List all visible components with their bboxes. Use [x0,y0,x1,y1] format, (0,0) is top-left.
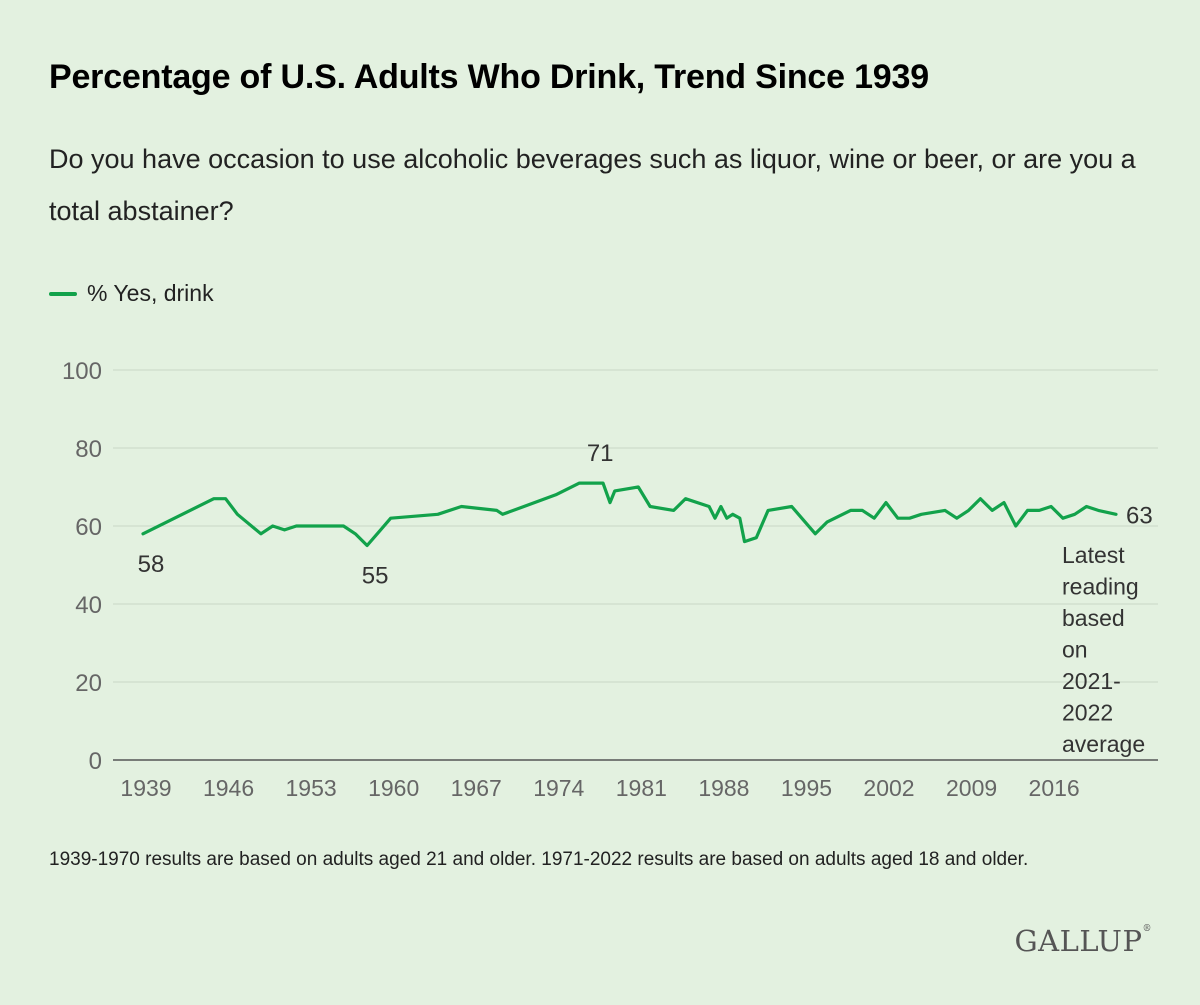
x-tick-label: 1960 [368,775,419,801]
data-label: 71 [587,440,614,467]
y-tick-label: 60 [75,514,102,541]
x-tick-label: 2009 [946,775,997,801]
y-tick-label: 80 [75,436,102,463]
x-tick-label: 1939 [120,775,171,801]
logo-text: GALLUP [1014,924,1143,958]
x-tick-label: 1981 [616,775,667,801]
x-tick-label: 1967 [451,775,502,801]
legend: % Yes, drink [49,280,214,307]
y-tick-label: 0 [89,748,102,775]
x-tick-label: 1974 [533,775,584,801]
data-label: 58 [138,551,165,578]
chart-title: Percentage of U.S. Adults Who Drink, Tre… [49,58,929,96]
legend-swatch [49,291,77,296]
legend-label: % Yes, drink [87,280,214,306]
data-label: 55 [362,563,389,590]
x-tick-label: 1988 [698,775,749,801]
x-tick-label: 1953 [286,775,337,801]
gallup-logo: GALLUP® [1014,924,1152,958]
data-label: 63 [1126,502,1153,529]
latest-reading-note: Latest reading based on 2021-2022 average [1062,542,1145,757]
x-tick-label: 2016 [1029,775,1080,801]
x-tick-label: 1946 [203,775,254,801]
series-line-yes-drink [141,481,1118,548]
footnote: 1939-1970 results are based on adults ag… [49,849,1029,870]
y-tick-label: 100 [62,358,102,385]
x-tick-label: 1995 [781,775,832,801]
x-tick-label: 2002 [863,775,914,801]
y-tick-label: 20 [75,670,102,697]
chart-subtitle: Do you have occasion to use alcoholic be… [49,144,1136,226]
y-tick-label: 40 [75,592,102,619]
